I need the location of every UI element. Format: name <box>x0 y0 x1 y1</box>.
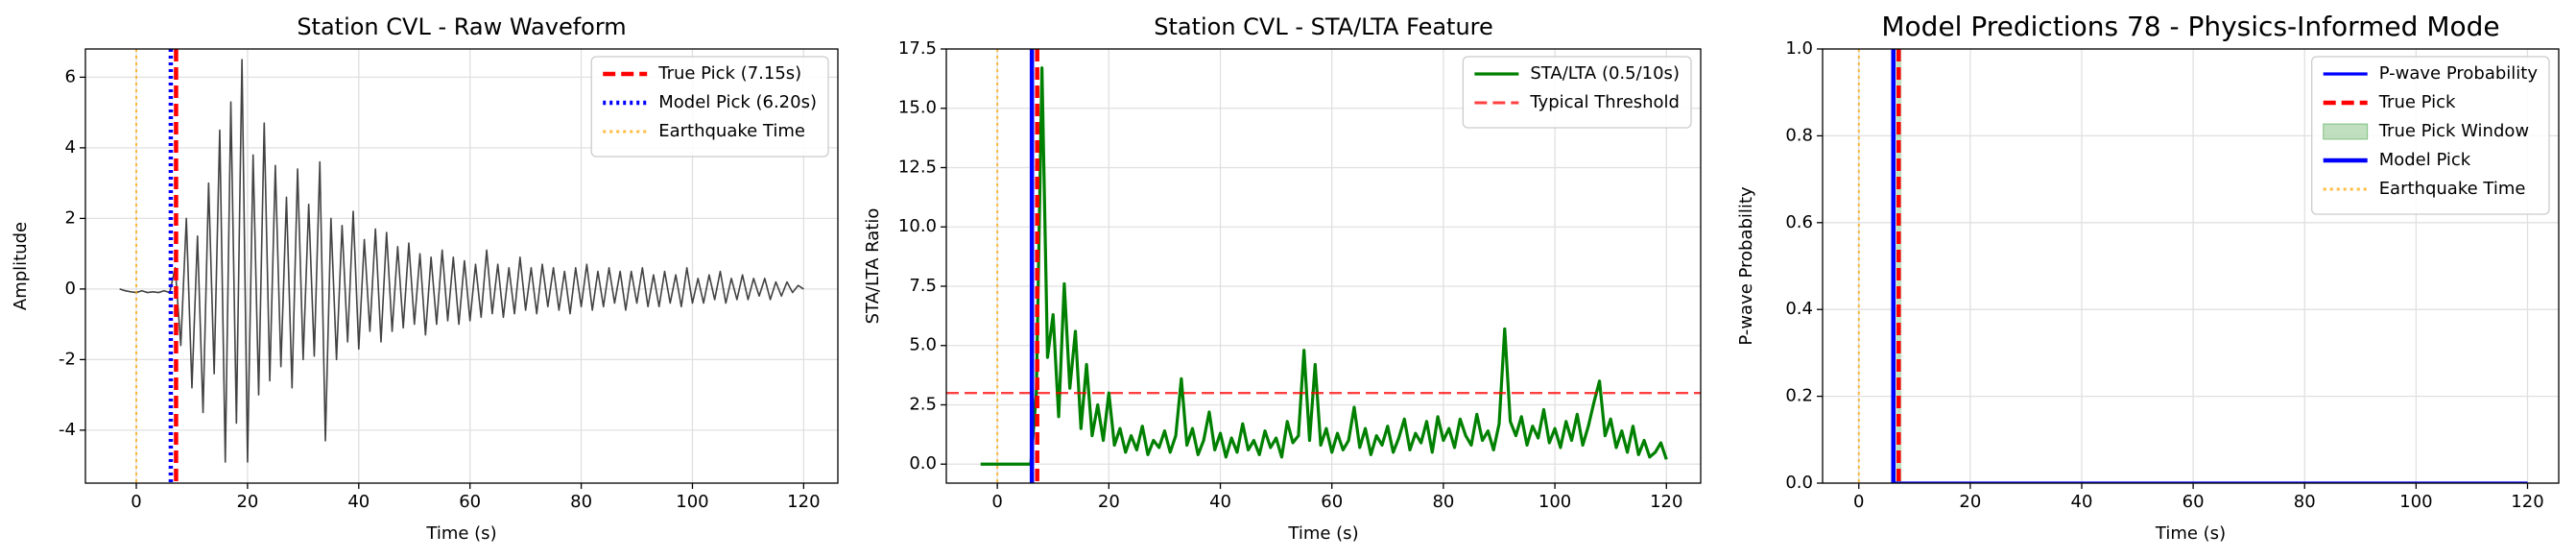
x-tick-label: 20 <box>1959 492 1981 512</box>
y-axis-label: Amplitude <box>11 222 31 310</box>
x-tick-label: 60 <box>1321 492 1343 512</box>
subplot-title: Model Predictions 78 - Physics-Informed … <box>1881 11 2499 42</box>
y-tick-label: 0.0 <box>1785 473 1813 493</box>
legend-entry: STA/LTA (0.5/10s) <box>1474 63 1680 84</box>
pick-window <box>1896 49 1902 483</box>
legend-label: True Pick <box>2378 92 2456 112</box>
x-tick-label: 40 <box>1209 492 1231 512</box>
x-tick-label: 80 <box>2294 492 2316 512</box>
x-tick-label: 60 <box>2182 492 2205 512</box>
y-tick-label: -4 <box>59 420 76 440</box>
y-tick-label: 7.5 <box>909 276 937 296</box>
y-axis-label: STA/LTA Ratio <box>863 208 883 325</box>
y-tick-label: 0.8 <box>1785 125 1813 145</box>
plot-area <box>119 49 804 483</box>
legend-label: Model Pick <box>2379 150 2471 170</box>
legend-entry: Model Pick <box>2323 150 2471 170</box>
y-tick-label: 2 <box>65 207 76 228</box>
plot-area <box>1857 49 2528 483</box>
data-line <box>980 66 1668 466</box>
legend: True Pick (7.15s) Model Pick (6.20s) Earth… <box>590 56 829 158</box>
x-tick-label: 80 <box>1432 492 1454 512</box>
subplot: Model Predictions 78 - Physics-Informed … <box>1736 11 2560 544</box>
x-tick-label: 40 <box>2071 492 2093 512</box>
x-tick-label: 120 <box>1650 492 1682 512</box>
y-tick-label: 6 <box>65 66 76 86</box>
legend-label: True Pick (7.15s) <box>657 63 801 84</box>
x-axis-label: Time (s) <box>425 523 496 544</box>
x-tick-label: 20 <box>236 492 258 512</box>
y-tick-label: 4 <box>65 137 76 158</box>
data-line <box>119 59 804 463</box>
axes-frame <box>84 48 839 484</box>
legend-box <box>1462 56 1692 129</box>
legend-label: True Pick Window <box>2378 121 2529 141</box>
y-tick-label: 10.0 <box>898 216 937 236</box>
legend-swatch <box>2323 123 2369 140</box>
legend: STA/LTA (0.5/10s) Typical Threshold <box>1462 56 1692 129</box>
legend-box <box>590 56 829 158</box>
legend-label: Earthquake Time <box>658 121 805 141</box>
legend-entry: True Pick Window <box>2323 121 2529 141</box>
subplot: Station CVL - Raw Waveform Time (s) Amplit… <box>11 13 839 544</box>
legend-box <box>2311 56 2550 215</box>
x-tick-label: 100 <box>676 492 708 512</box>
legend-entry: Model Pick (6.20s) <box>603 92 817 112</box>
x-tick-label: 20 <box>1098 492 1120 512</box>
y-tick-label: 2.5 <box>909 394 937 414</box>
y-tick-label: 0.6 <box>1785 212 1813 232</box>
x-tick-label: 120 <box>787 492 820 512</box>
legend-label: Earthquake Time <box>2379 179 2526 199</box>
y-tick-label: 5.0 <box>909 335 937 355</box>
plot-area <box>946 49 1701 483</box>
y-tick-label: 15.0 <box>898 98 937 118</box>
x-tick-label: 80 <box>570 492 592 512</box>
legend-entry: True Pick (7.15s) <box>603 63 801 84</box>
y-tick-label: -2 <box>59 349 76 369</box>
x-tick-label: 0 <box>991 492 1002 512</box>
legend: P-wave Probability True Pick True Pick Win… <box>2311 56 2550 215</box>
y-tick-label: 0 <box>65 279 76 299</box>
legend-entry: Typical Threshold <box>1474 92 1680 112</box>
x-tick-label: 100 <box>1538 492 1571 512</box>
y-tick-label: 1.0 <box>1785 38 1813 59</box>
axes-frame <box>1822 48 2560 484</box>
subplot-title: Station CVL - Raw Waveform <box>297 13 626 40</box>
x-tick-label: 120 <box>2511 492 2543 512</box>
legend-label: STA/LTA (0.5/10s) <box>1530 63 1680 84</box>
x-axis-label: Time (s) <box>2155 523 2226 544</box>
legend-entry: P-wave Probability <box>2323 63 2539 84</box>
y-tick-label: 0.2 <box>1785 386 1813 406</box>
legend-label: Typical Threshold <box>1529 92 1680 112</box>
subplot-title: Station CVL - STA/LTA Feature <box>1154 13 1493 40</box>
legend-entry: True Pick <box>2323 92 2456 112</box>
x-tick-label: 100 <box>2399 492 2432 512</box>
y-tick-label: 12.5 <box>898 157 937 177</box>
x-tick-label: 0 <box>131 492 141 512</box>
y-tick-label: 17.5 <box>898 38 937 59</box>
y-tick-label: 0.0 <box>909 453 937 474</box>
x-tick-label: 0 <box>1853 492 1864 512</box>
x-axis-label: Time (s) <box>1287 523 1358 544</box>
x-tick-label: 40 <box>347 492 370 512</box>
subplot: Station CVL - STA/LTA Feature Time (s) STA… <box>863 13 1702 544</box>
legend-label: Model Pick (6.20s) <box>658 92 817 112</box>
legend-entry: Earthquake Time <box>2323 179 2526 199</box>
legend-label: P-wave Probability <box>2379 63 2539 84</box>
x-tick-label: 60 <box>459 492 481 512</box>
y-axis-label: P-wave Probability <box>1736 186 1756 346</box>
y-tick-label: 0.4 <box>1785 299 1813 319</box>
axes-frame <box>945 48 1702 484</box>
legend-entry: Earthquake Time <box>603 121 805 141</box>
